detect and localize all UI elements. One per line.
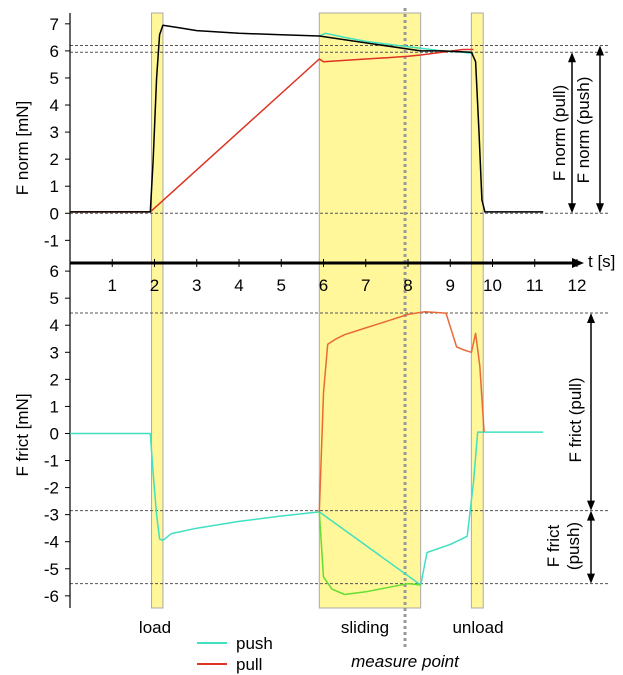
y-tick-label-p0: 3 — [50, 123, 59, 142]
y-tick-label-p0: 1 — [50, 177, 59, 196]
norm-pull-arrow-head-bottom — [568, 203, 576, 214]
shaded-region-2 — [470, 12, 484, 609]
x-tick-label: 10 — [483, 276, 502, 295]
y-tick-label-p1: 0 — [50, 424, 59, 443]
norm-pull-annotation: F norm (pull) — [550, 85, 569, 181]
y-tick-label-p1: -2 — [44, 479, 59, 498]
legend-push-label: push — [236, 634, 273, 653]
norm-pull-arrow-head-top — [568, 52, 576, 63]
y-tick-label-p1: -4 — [44, 533, 59, 552]
series-line-p1-1 — [318, 511, 421, 596]
series-line-p1-0 — [70, 431, 544, 586]
y-tick-label-p1: 2 — [50, 370, 59, 389]
shaded-region-0 — [151, 12, 164, 609]
legend: push pull — [197, 634, 273, 674]
y-tick-label-p1: -3 — [44, 506, 59, 525]
shaded-regions — [151, 12, 484, 609]
x-axis-label: t [s] — [588, 252, 615, 271]
y-tick-label-p1: 3 — [50, 343, 59, 362]
norm-push-annotation: F norm (push) — [574, 77, 593, 184]
frict-pull-annotation: F frict (pull) — [566, 378, 585, 463]
y-tick-label-p0: 0 — [50, 204, 59, 223]
y-tick-label-p0: 6 — [50, 42, 59, 61]
sliding-label: sliding — [341, 618, 389, 637]
y-tick-label-p0: 4 — [50, 96, 59, 115]
norm-y-axis-label: F norm [mN] — [13, 101, 32, 195]
x-tick-label: 2 — [150, 276, 159, 295]
y-tick-label-p1: 4 — [50, 316, 59, 335]
measure-point-label: measure point — [351, 652, 460, 671]
y-tick-label-p0: 5 — [50, 69, 59, 88]
x-tick-label: 9 — [446, 276, 455, 295]
unload-label: unload — [452, 618, 503, 637]
x-tick-label: 1 — [108, 276, 117, 295]
y-tick-label-p0: -1 — [44, 231, 59, 250]
frict-push-annotation-line1: F frict — [544, 524, 563, 567]
series-line-p1-2 — [318, 310, 485, 512]
y-tick-label-p1: -1 — [44, 452, 59, 471]
x-axis-arrow — [572, 258, 584, 268]
x-tick-label: 11 — [526, 276, 544, 295]
frict-y-axis-label: F frict [mN] — [13, 393, 32, 476]
data-series — [70, 24, 544, 596]
y-tick-label-p0: 2 — [50, 150, 59, 169]
y-tick-label-p1: 1 — [50, 397, 59, 416]
y-tick-label-p1: -5 — [44, 560, 59, 579]
frict-push-arrow-head-bottom — [587, 573, 595, 584]
norm-push-arrow-head-top — [596, 45, 604, 56]
frict-pull-arrow-head-bottom — [587, 500, 595, 511]
x-tick-label: 12 — [568, 276, 587, 295]
legend-pull-label: pull — [236, 655, 262, 674]
y-tick-label-p0: 7 — [50, 15, 59, 34]
x-tick-label: 4 — [234, 276, 243, 295]
x-tick-label: 3 — [192, 276, 201, 295]
x-tick-label: 6 — [319, 276, 328, 295]
load-label: load — [139, 618, 171, 637]
y-tick-label-p1: 5 — [50, 289, 59, 308]
x-tick-label: 5 — [277, 276, 286, 295]
frict-push-annotation-line2: (push) — [564, 522, 583, 570]
x-tick-label: 8 — [403, 276, 412, 295]
x-tick-label: 7 — [361, 276, 370, 295]
series-line-p0-2 — [70, 24, 544, 213]
dimension-arrows — [568, 45, 604, 584]
y-tick-label-p1: 6 — [50, 262, 59, 281]
y-tick-label-p1: -6 — [44, 587, 59, 606]
frict-push-arrow-head-top — [587, 510, 595, 521]
frict-pull-arrow-head-top — [587, 313, 595, 324]
norm-push-arrow-head-bottom — [596, 203, 604, 214]
